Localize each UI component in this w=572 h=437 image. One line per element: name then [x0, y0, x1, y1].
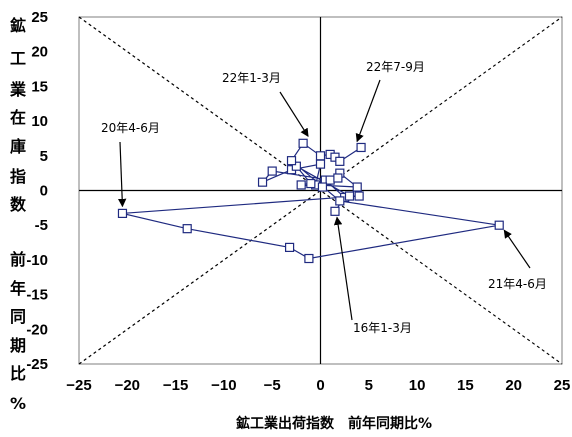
data-point: [267, 166, 277, 176]
y-axis-label-char: 年: [10, 279, 26, 298]
y-tick-labels: 25 20 15 10 5 0 -5 -10 -15 -20 -25: [26, 9, 48, 373]
y-tick-label: 25: [31, 9, 48, 26]
y-axis-label-char: 在: [10, 108, 26, 127]
annotation-arrow: [355, 79, 381, 143]
data-point: [335, 196, 345, 206]
data-point: [304, 253, 314, 264]
y-tick-label: 15: [31, 78, 48, 95]
data-point: [335, 156, 345, 166]
y-tick-label: -20: [26, 321, 48, 338]
data-point: [315, 159, 326, 169]
data-point: [325, 175, 335, 185]
y-tick-label: 0: [40, 183, 48, 200]
annotation-label: 20年4-6月: [101, 121, 160, 135]
data-point: [315, 151, 326, 161]
data-point: [352, 182, 362, 192]
annotations: 20年4-6月 22年1-3月 22年7-9月 21年4-6月 16年1-3月: [101, 60, 547, 335]
y-tick-label: 20: [31, 44, 48, 61]
x-tick-label: 15: [457, 377, 474, 394]
data-point: [296, 180, 306, 190]
annotation-label: 21年4-6月: [488, 277, 547, 291]
x-tick-label: 5: [365, 377, 373, 394]
y-tick-label: 10: [31, 113, 48, 130]
x-tick-label: −10: [211, 377, 236, 394]
data-point: [117, 208, 128, 219]
x-axis-label: 鉱工業出荷指数 前年同期比%: [236, 415, 432, 432]
series-line: [122, 142, 500, 260]
annotation-arrow: [279, 91, 309, 138]
annotation-label: 16年1-3月: [353, 321, 412, 335]
y-axis-label-char: 業: [9, 80, 27, 99]
annotation-label: 22年7-9月: [366, 60, 425, 74]
x-tick-label: 20: [505, 377, 522, 394]
y-axis-label-char: 数: [10, 195, 27, 214]
x-tick-label: −5: [264, 377, 281, 394]
y-axis-label-char: 庫: [10, 137, 26, 156]
data-points: [117, 138, 504, 264]
y-tick-label: -25: [26, 356, 48, 373]
y-axis-label-char: 前: [10, 250, 26, 269]
data-point: [257, 177, 268, 187]
y-axis-label-char: 期: [10, 336, 26, 355]
x-tick-label: 25: [554, 377, 571, 394]
x-tick-label: −20: [115, 377, 140, 394]
y-axis-label-char: %: [10, 394, 26, 413]
x-tick-labels: −25 −20 −15 −10 −5 0 5 10 15 20 25: [66, 377, 570, 394]
x-tick-label: −15: [163, 377, 188, 394]
data-point: [298, 138, 308, 148]
data-point: [306, 178, 316, 189]
y-axis-label-char: 工: [10, 49, 26, 68]
data-point: [182, 224, 192, 234]
y-axis-label-char: 同: [10, 307, 26, 326]
y-tick-label: -5: [35, 217, 48, 234]
data-point: [317, 182, 328, 192]
annotation-arrow: [333, 216, 353, 321]
data-point: [291, 161, 301, 171]
data-point: [494, 220, 504, 230]
annotation-arrow: [117, 141, 127, 208]
x-tick-label: 0: [316, 377, 324, 394]
y-axis-label-char: 鉱: [10, 16, 26, 35]
y-tick-label: -15: [26, 287, 48, 304]
y-tick-label: 5: [40, 148, 48, 165]
x-tick-label: 10: [409, 377, 426, 394]
data-point: [344, 191, 355, 201]
data-point: [333, 173, 343, 183]
data-point: [330, 206, 340, 216]
y-tick-label: -10: [26, 252, 48, 269]
y-axis-label-char: 指: [10, 167, 26, 186]
data-point: [284, 242, 295, 253]
annotation-label: 22年1-3月: [222, 71, 281, 85]
data-point: [356, 142, 366, 153]
data-point: [286, 156, 297, 166]
data-point: [354, 191, 364, 201]
x-tick-label: −25: [66, 377, 91, 394]
annotation-arrow: [503, 229, 531, 269]
y-axis-label-char: 比: [10, 364, 26, 383]
